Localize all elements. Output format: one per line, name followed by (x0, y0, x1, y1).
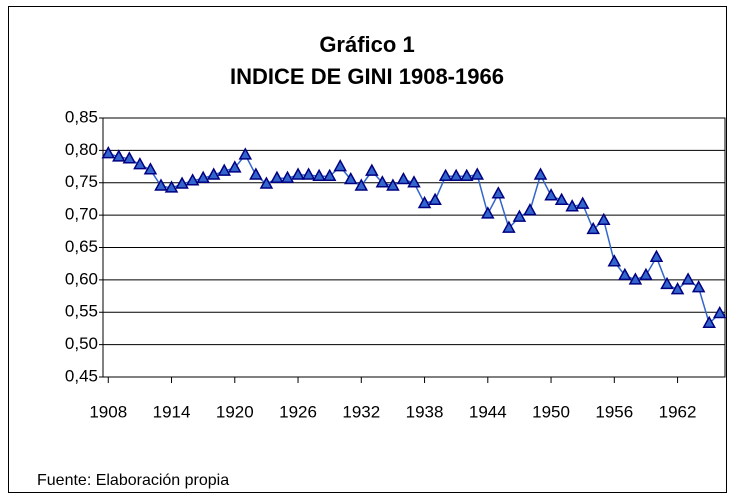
y-tick-label: 0,75 (65, 172, 98, 191)
chart-title: Gráfico 1 (319, 32, 414, 57)
x-tick-label: 1914 (153, 402, 191, 421)
data-point (512, 209, 527, 222)
data-point (164, 180, 179, 193)
y-tick-label: 0,45 (65, 366, 98, 385)
y-tick-label: 0,50 (65, 334, 98, 353)
x-tick-label: 1908 (89, 402, 127, 421)
x-tick-label: 1926 (279, 402, 317, 421)
x-tick-label: 1938 (406, 402, 444, 421)
data-point (112, 149, 126, 162)
data-point (628, 272, 643, 285)
y-tick-label: 0,70 (65, 205, 98, 224)
x-tick-label: 1962 (659, 402, 697, 421)
data-point (649, 249, 664, 262)
data-point (502, 220, 516, 233)
data-point (386, 178, 400, 191)
data-point (438, 168, 453, 182)
data-point (312, 168, 326, 182)
data-point (428, 192, 442, 205)
data-point (607, 254, 622, 267)
x-tick-label: 1944 (469, 402, 507, 421)
data-point (533, 167, 548, 180)
data-point (228, 160, 242, 173)
data-point (481, 206, 495, 219)
data-point (301, 167, 316, 180)
y-tick-label: 0,65 (65, 237, 98, 256)
data-point (354, 178, 369, 191)
data-point (270, 170, 284, 183)
data-point (554, 192, 569, 205)
data-point (660, 276, 674, 290)
data-point (280, 170, 295, 183)
data-point (249, 167, 263, 180)
data-point (459, 168, 474, 182)
data-point (681, 272, 695, 285)
data-point (185, 173, 200, 186)
data-point (259, 176, 274, 189)
data-point (343, 171, 358, 185)
data-point (238, 147, 253, 160)
data-point (491, 186, 506, 199)
data-point (523, 203, 537, 216)
data-point (122, 151, 137, 164)
data-point (596, 212, 611, 226)
data-point (670, 282, 685, 295)
data-point (449, 168, 463, 182)
y-tick-label: 0,85 (65, 107, 98, 126)
data-point (333, 159, 347, 172)
data-point (133, 157, 147, 170)
x-tick-label: 1932 (342, 402, 380, 421)
data-point (154, 178, 168, 191)
data-point (322, 168, 337, 182)
data-point (702, 315, 716, 329)
data-point (291, 167, 305, 180)
y-tick-label: 0,60 (65, 269, 98, 288)
data-point (143, 162, 158, 175)
y-tick-label: 0,55 (65, 302, 98, 321)
y-tick-label: 0,80 (65, 140, 98, 159)
data-point (575, 196, 590, 209)
source-note: Fuente: Elaboración propia (37, 472, 229, 489)
data-point (712, 305, 727, 319)
data-point (206, 167, 221, 180)
data-point (586, 221, 600, 235)
x-tick-label: 1950 (532, 402, 570, 421)
data-point (691, 280, 706, 293)
data-point (375, 175, 390, 188)
data-point (217, 163, 232, 176)
data-point (544, 188, 558, 201)
data-point (396, 171, 411, 185)
data-point (365, 163, 379, 176)
data-point (175, 176, 189, 189)
x-tick-label: 1956 (595, 402, 633, 421)
data-point (565, 199, 579, 212)
data-point (407, 175, 421, 188)
data-point (417, 195, 432, 209)
data-point (470, 167, 485, 180)
data-point (618, 267, 632, 281)
data-point (101, 146, 116, 159)
chart-title: INDICE DE GINI 1908-1966 (230, 64, 504, 89)
x-tick-label: 1920 (216, 402, 254, 421)
data-point (196, 170, 210, 183)
data-point (639, 267, 653, 281)
